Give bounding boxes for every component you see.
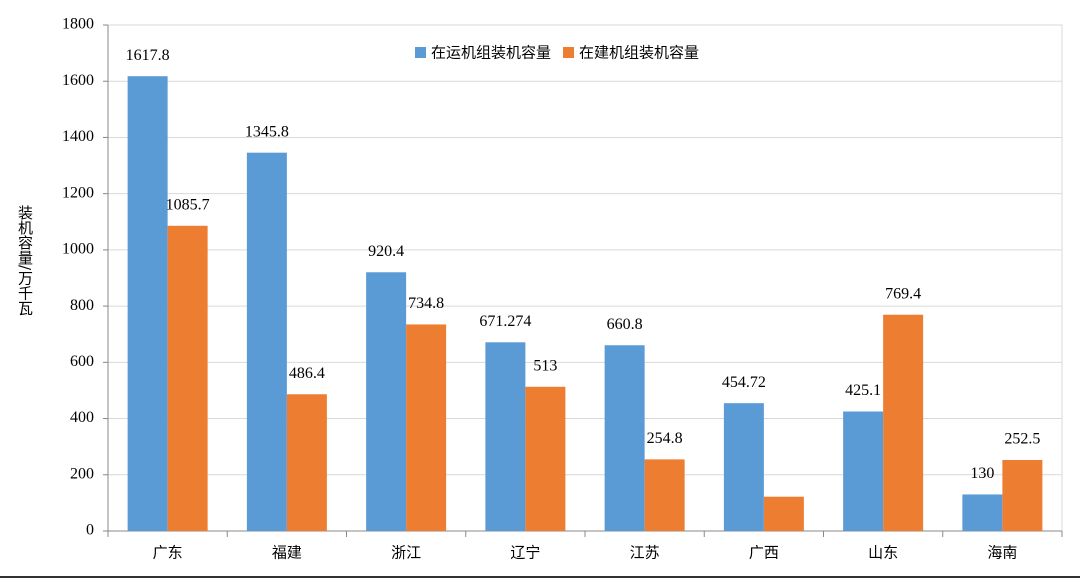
y-tick-label: 200 [70,465,94,482]
bar [366,272,407,531]
bar [485,342,526,531]
legend-label: 在运机组装机容量 [431,44,551,62]
x-tick-label: 浙江 [391,544,421,562]
value-label: 660.8 [607,316,643,333]
value-label: 920.4 [368,243,404,260]
legend-swatch [563,47,575,58]
value-label: 734.8 [408,295,444,312]
y-tick-label: 800 [70,297,94,314]
value-label: 513 [533,357,557,374]
value-label: 425.1 [845,382,881,399]
bar [962,494,1003,531]
y-axis-label: 装机容量/万千瓦 [16,205,34,316]
value-label: 486.4 [289,365,325,382]
bar [1002,460,1043,531]
bar [644,459,685,531]
y-tick-label: 400 [70,409,94,426]
x-tick-label: 海南 [987,544,1017,562]
y-tick-label: 1400 [62,128,94,145]
y-tick-label: 0 [86,522,94,539]
bar [127,76,168,531]
legend-label: 在建机组装机容量 [579,44,699,62]
value-label: 1345.8 [245,123,289,140]
x-tick-label: 山东 [868,544,898,562]
x-tick-label: 辽宁 [510,544,540,562]
bar [525,386,566,531]
bar [763,496,804,531]
bar [246,152,287,531]
x-tick-label: 广西 [749,544,779,562]
value-label: 769.4 [885,285,921,302]
value-label: 130 [970,465,994,482]
y-tick-label: 600 [70,353,94,370]
y-tick-label: 1800 [62,16,94,33]
bar [167,225,208,531]
value-label: 1085.7 [166,196,210,213]
x-tick-label: 福建 [272,544,302,562]
value-label: 1617.8 [126,47,170,64]
value-label: 252.5 [1004,431,1040,448]
x-tick-label: 广东 [153,544,183,562]
value-label: 671.274 [479,313,531,330]
value-label: 254.8 [647,430,683,447]
bar [604,345,645,531]
y-tick-label: 1000 [62,241,94,258]
x-tick-label: 江苏 [630,544,660,562]
bar [406,324,447,531]
bar [883,314,924,531]
bar [723,403,764,531]
value-label: 454.72 [722,374,766,391]
bar [286,394,327,531]
bar [843,411,884,531]
y-tick-label: 1600 [62,72,94,89]
y-tick-label: 1200 [62,184,94,201]
legend-swatch [415,47,426,58]
